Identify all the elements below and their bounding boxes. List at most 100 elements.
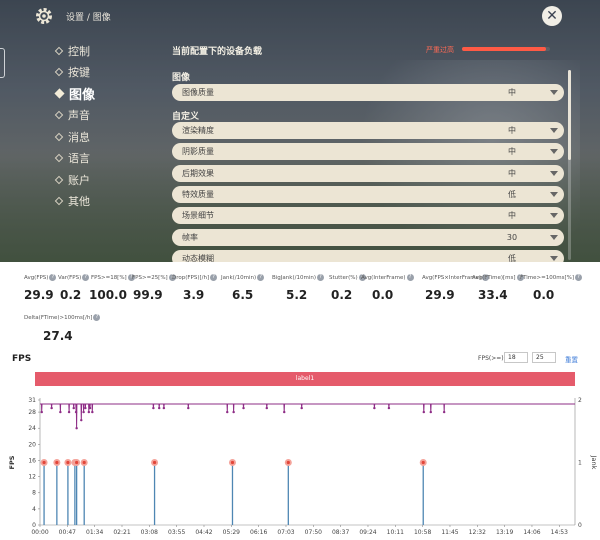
diamond-icon xyxy=(54,68,64,77)
setting-row[interactable]: 场景细节 中 xyxy=(172,207,564,225)
stat-label: Stutter(%)? xyxy=(329,274,366,281)
setting-label: 场景细节 xyxy=(182,211,214,221)
fps-dip-point xyxy=(50,406,53,410)
y2-tick-label: 1 xyxy=(578,460,582,467)
stat-value: 6.5 xyxy=(232,288,254,302)
x-tick-label: 06:16 xyxy=(250,529,267,536)
setting-row[interactable]: 后期效果 中 xyxy=(172,164,564,182)
setting-label: 特效质量 xyxy=(182,189,214,199)
stat-value: 100.0 xyxy=(89,288,127,302)
section-image: 图像 xyxy=(172,73,191,83)
help-icon[interactable]: ? xyxy=(316,274,324,281)
setting-label: 动态模糊 xyxy=(182,253,214,262)
nav-item-3[interactable]: 声音 xyxy=(54,105,146,127)
setting-row[interactable]: 帧率 30 xyxy=(172,228,564,246)
fps-dip-point xyxy=(87,410,91,414)
y2-tick-label: 2 xyxy=(578,397,582,404)
setting-value: 中 xyxy=(508,211,516,221)
side-tab-handle[interactable] xyxy=(0,48,5,78)
nav-item-0[interactable]: 控制 xyxy=(54,40,146,62)
x-tick-label: 08:37 xyxy=(332,529,349,536)
stat-label-text: Drop(FPS)[/h] xyxy=(172,275,210,281)
x-tick-label: 13:19 xyxy=(496,529,513,536)
fps-filter-high-input[interactable]: 25 xyxy=(532,352,556,363)
nav-item-5[interactable]: 语言 xyxy=(54,148,146,170)
close-button[interactable]: ✕ xyxy=(542,6,562,26)
settings-nav: 控制 按键 图像 声音消息语言 账户其他 xyxy=(54,40,146,213)
settings-scrollbar-thumb[interactable] xyxy=(568,70,571,160)
nav-item-4[interactable]: 消息 xyxy=(54,126,146,148)
chevron-down-icon xyxy=(550,191,558,197)
stat-value: 5.2 xyxy=(286,288,308,302)
diamond-icon xyxy=(54,111,64,120)
nav-item-6[interactable]: 账户 xyxy=(54,169,146,191)
setting-value: 低 xyxy=(508,189,516,199)
x-tick-label: 07:03 xyxy=(277,529,294,536)
fps-series-line xyxy=(40,403,575,429)
stat-label-text: Stutter(%) xyxy=(329,275,358,281)
reset-link[interactable]: 重置 xyxy=(565,356,578,364)
x-tick-label: 03:55 xyxy=(168,529,185,536)
nav-item-7[interactable]: 其他 xyxy=(54,191,146,213)
close-icon: ✕ xyxy=(546,8,558,24)
fps-dip-point xyxy=(72,406,75,410)
device-load-status: 严重过高 xyxy=(426,46,454,54)
setting-value: 中 xyxy=(508,168,516,178)
setting-label: 帧率 xyxy=(182,232,198,242)
y-tick-label: 0 xyxy=(32,522,36,529)
setting-row[interactable]: 阴影质量 中 xyxy=(172,143,564,161)
help-icon[interactable]: ? xyxy=(406,274,414,281)
y2-tick-label: 0 xyxy=(578,522,582,529)
fps-dip-point xyxy=(429,410,432,414)
setting-row[interactable]: 动态模糊 低 xyxy=(172,249,564,262)
nav-item-2[interactable]: 图像 xyxy=(54,83,146,105)
fps-dip-point xyxy=(67,410,71,414)
setting-row[interactable]: 渲染精度 中 xyxy=(172,122,564,139)
help-icon[interactable]: ? xyxy=(257,274,265,281)
y-tick-label: 12 xyxy=(28,474,36,481)
x-tick-label: 10:58 xyxy=(414,529,431,536)
help-icon[interactable]: ? xyxy=(358,274,366,281)
setting-row[interactable]: 特效质量 低 xyxy=(172,185,564,203)
chevron-down-icon xyxy=(550,149,558,155)
breadcrumb: 设置 / 图像 xyxy=(66,13,111,23)
jank-point xyxy=(421,460,425,465)
chevron-down-icon xyxy=(550,213,558,219)
help-icon[interactable]: ? xyxy=(210,274,218,281)
help-icon[interactable]: ? xyxy=(82,274,90,281)
stat-label: BigJank(/10min)? xyxy=(272,274,324,281)
nav-item-1[interactable]: 按键 xyxy=(54,62,146,84)
help-icon[interactable]: ? xyxy=(516,274,524,281)
fps-dip-point xyxy=(226,410,229,414)
fps-dip-point xyxy=(75,427,78,430)
setting-row-image-quality[interactable]: 图像质量 中 xyxy=(172,84,564,101)
nav-item-label: 其他 xyxy=(68,195,90,209)
stat-value: 27.4 xyxy=(43,329,73,343)
label-bar[interactable]: label1 xyxy=(35,372,575,386)
setting-label: 渲染精度 xyxy=(182,126,214,135)
setting-value: 30 xyxy=(506,232,518,242)
fps-dip-point xyxy=(187,406,190,410)
help-icon[interactable]: ? xyxy=(49,274,57,281)
y2-axis-label: Jank xyxy=(590,455,598,470)
fps-dip-point xyxy=(387,406,391,410)
help-icon[interactable]: ? xyxy=(574,274,582,281)
settings-header: 设置 / 图像 ✕ xyxy=(0,0,600,30)
settings-scrollbar[interactable] xyxy=(568,70,571,260)
setting-label: 图像质量 xyxy=(182,88,214,97)
x-tick-label: 02:21 xyxy=(113,529,130,536)
stat-label: Drop(FPS)[/h]? xyxy=(172,274,218,281)
chevron-down-icon xyxy=(550,234,558,240)
help-icon[interactable]: ? xyxy=(93,314,101,321)
stat-label-text: Var(FPS) xyxy=(58,275,82,281)
help-icon[interactable]: ? xyxy=(482,274,490,281)
nav-item-label: 消息 xyxy=(68,130,90,144)
x-tick-label: 01:34 xyxy=(86,529,103,536)
x-tick-label: 14:53 xyxy=(551,529,568,536)
help-icon[interactable]: ? xyxy=(168,274,176,281)
stat-value: 0.2 xyxy=(60,288,82,302)
game-settings-screenshot: 设置 / 图像 ✕ 控制 按键 图像 声音 消息 语言 账户 其他 当前配置下的设备负载 严重… xyxy=(0,0,600,262)
fps-filter-low-input[interactable]: 18 xyxy=(504,352,528,363)
chevron-down-icon xyxy=(550,90,558,95)
help-icon[interactable]: ? xyxy=(127,274,135,281)
